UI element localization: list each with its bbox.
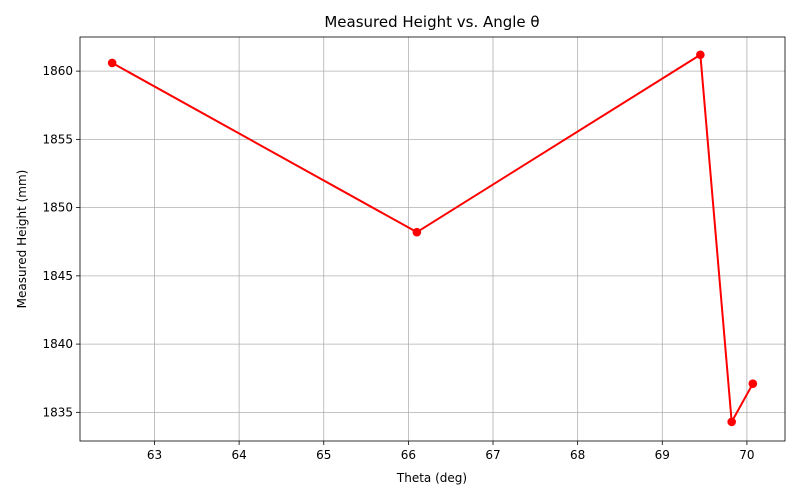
y-axis-label: Measured Height (mm) bbox=[15, 170, 29, 309]
series-line bbox=[111, 53, 754, 423]
x-tick-label: 64 bbox=[231, 448, 246, 462]
x-tick-label: 70 bbox=[739, 448, 754, 462]
plot-frame bbox=[79, 36, 786, 442]
data-series bbox=[107, 50, 758, 427]
y-tick-label: 1845 bbox=[42, 269, 73, 283]
x-tick-label: 68 bbox=[570, 448, 585, 462]
y-tick-label: 1840 bbox=[42, 337, 73, 351]
x-tick-label: 69 bbox=[655, 448, 670, 462]
chart-title: Measured Height vs. Angle θ bbox=[324, 13, 539, 31]
data-point bbox=[727, 417, 736, 427]
data-point bbox=[748, 379, 758, 388]
data-point bbox=[412, 227, 422, 237]
data-point bbox=[107, 58, 117, 68]
x-tick-label: 66 bbox=[401, 448, 416, 462]
y-tick-label: 1855 bbox=[42, 132, 73, 146]
x-tick-label: 63 bbox=[147, 448, 162, 462]
grid bbox=[80, 37, 785, 441]
x-axis-label: Theta (deg) bbox=[396, 471, 467, 485]
x-tick-label: 65 bbox=[316, 448, 331, 462]
data-point bbox=[696, 50, 705, 60]
y-tick-label: 1860 bbox=[42, 64, 73, 78]
y-tick-label: 1835 bbox=[42, 405, 73, 419]
axis-ticks: 63 64 65 66 67 68 69 70 1835 1840 1845 1850 1855 1860 bbox=[42, 64, 754, 462]
y-tick-label: 1850 bbox=[42, 201, 73, 215]
x-tick-label: 67 bbox=[485, 448, 500, 462]
